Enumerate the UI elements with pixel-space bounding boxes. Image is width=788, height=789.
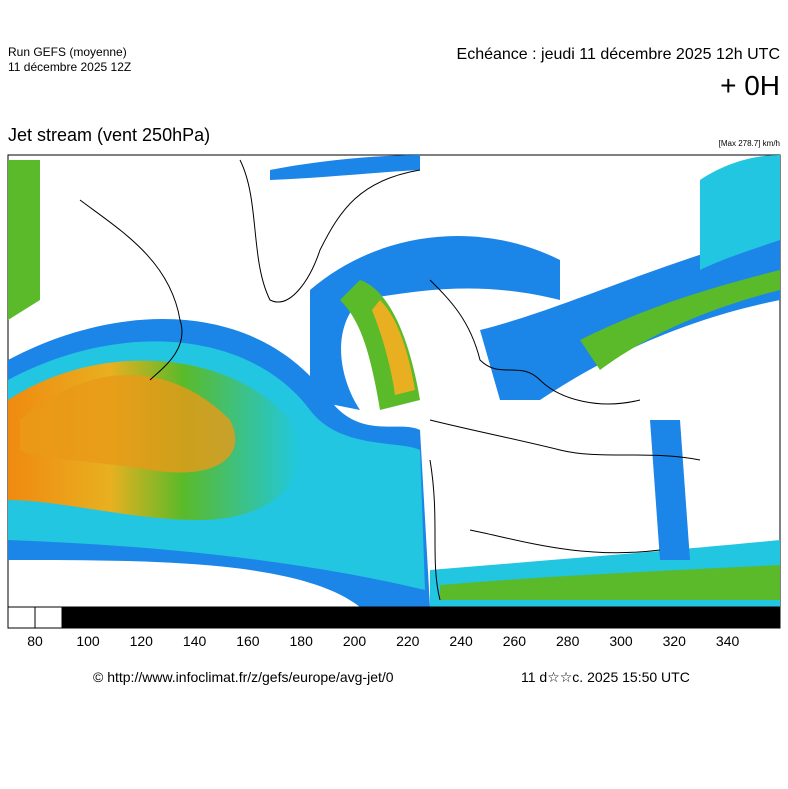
- max-value: [Max 278.7] km/h: [718, 139, 780, 148]
- colorbar-tick-label: 140: [183, 633, 207, 649]
- colorbar-tick-label: 260: [503, 633, 527, 649]
- colorbar-tick-label: 300: [609, 633, 633, 649]
- colorbar-tick-label: 340: [716, 633, 740, 649]
- colorbar-tick-label: 120: [130, 633, 154, 649]
- lead-time: + 0H: [720, 70, 780, 101]
- run-label: Run GEFS (moyenne): [8, 45, 127, 59]
- run-date: 11 décembre 2025 12Z: [8, 60, 132, 74]
- colorbar-tick-label: 80: [27, 633, 43, 649]
- jet-stream: [8, 155, 780, 607]
- source-url: © http://www.infoclimat.fr/z/gefs/europe…: [93, 669, 394, 685]
- colorbar-tick-label: 180: [290, 633, 314, 649]
- valid-time: Echéance : jeudi 11 décembre 2025 12h UT…: [456, 46, 780, 63]
- colorbar-tick-label: 200: [343, 633, 367, 649]
- colorbar-tick-label: 220: [396, 633, 420, 649]
- generated-time: 11 d☆☆c. 2025 15:50 UTC: [521, 669, 690, 685]
- coastlines: [79, 159, 701, 601]
- colorbar-tick-label: 100: [76, 633, 100, 649]
- colorbar-tick-label: 160: [236, 633, 260, 649]
- colorbar-tick-label: 320: [663, 633, 687, 649]
- colorbar: [7, 606, 781, 629]
- map-title: Jet stream (vent 250hPa): [8, 125, 211, 145]
- colorbar-tick-label: 280: [556, 633, 580, 649]
- colorbar-tick-label: 240: [449, 633, 473, 649]
